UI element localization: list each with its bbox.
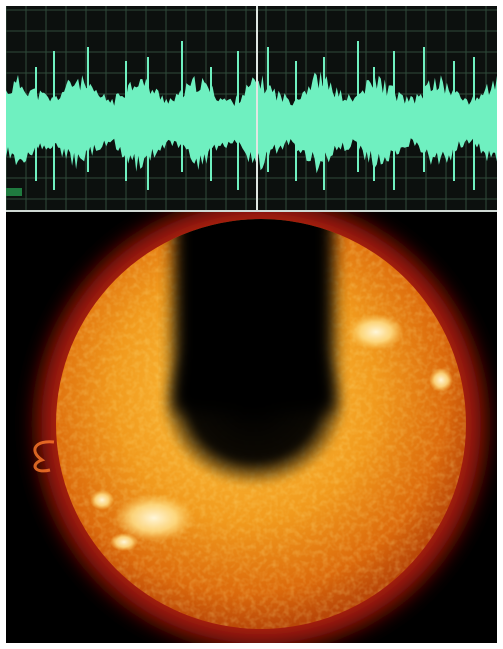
playhead-cursor[interactable] xyxy=(256,6,258,210)
solar-prominence xyxy=(33,440,55,473)
audio-waveform-panel xyxy=(6,6,497,210)
audio-waveform xyxy=(6,6,497,210)
solar-flares xyxy=(90,314,453,551)
occultation-shadow xyxy=(162,219,346,486)
solar-image xyxy=(6,212,497,643)
panel-divider xyxy=(6,210,497,212)
waveform-spikes xyxy=(35,41,475,190)
image-frame xyxy=(6,6,497,643)
level-indicator xyxy=(6,188,22,196)
solar-image-panel xyxy=(6,212,497,643)
